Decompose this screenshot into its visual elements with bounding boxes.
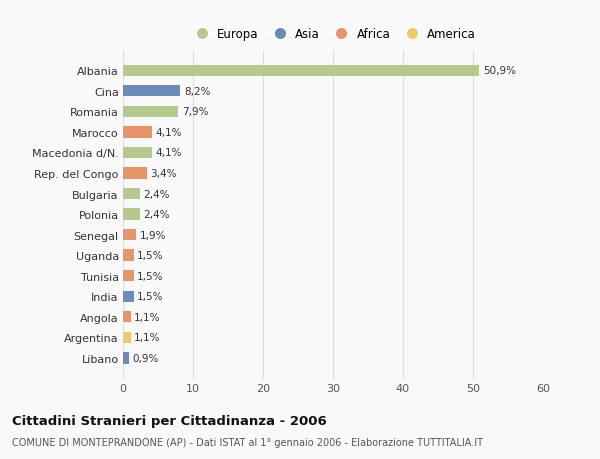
Bar xyxy=(123,106,178,118)
Bar xyxy=(123,86,181,97)
Text: 2,4%: 2,4% xyxy=(143,210,170,219)
Bar xyxy=(123,312,131,323)
Bar xyxy=(123,168,147,179)
Text: 1,9%: 1,9% xyxy=(140,230,166,240)
Text: 3,4%: 3,4% xyxy=(150,168,177,179)
Text: 1,1%: 1,1% xyxy=(134,333,161,342)
Bar xyxy=(123,353,130,364)
Text: 1,5%: 1,5% xyxy=(137,291,163,302)
Bar xyxy=(123,230,136,241)
Text: 50,9%: 50,9% xyxy=(483,66,516,76)
Bar xyxy=(123,291,133,302)
Bar xyxy=(123,250,133,261)
Text: 1,5%: 1,5% xyxy=(137,251,163,261)
Bar xyxy=(123,127,152,138)
Bar xyxy=(123,209,140,220)
Text: 1,5%: 1,5% xyxy=(137,271,163,281)
Text: Cittadini Stranieri per Cittadinanza - 2006: Cittadini Stranieri per Cittadinanza - 2… xyxy=(12,414,327,428)
Text: COMUNE DI MONTEPRANDONE (AP) - Dati ISTAT al 1° gennaio 2006 - Elaborazione TUTT: COMUNE DI MONTEPRANDONE (AP) - Dati ISTA… xyxy=(12,437,483,447)
Legend: Europa, Asia, Africa, America: Europa, Asia, Africa, America xyxy=(185,23,481,46)
Bar xyxy=(123,270,133,282)
Text: 7,9%: 7,9% xyxy=(182,107,208,117)
Text: 0,9%: 0,9% xyxy=(133,353,159,363)
Text: 8,2%: 8,2% xyxy=(184,87,211,96)
Text: 2,4%: 2,4% xyxy=(143,189,170,199)
Bar xyxy=(123,65,479,77)
Bar xyxy=(123,189,140,200)
Text: 1,1%: 1,1% xyxy=(134,312,161,322)
Bar xyxy=(123,332,131,343)
Text: 4,1%: 4,1% xyxy=(155,148,182,158)
Bar xyxy=(123,147,152,159)
Text: 4,1%: 4,1% xyxy=(155,128,182,138)
